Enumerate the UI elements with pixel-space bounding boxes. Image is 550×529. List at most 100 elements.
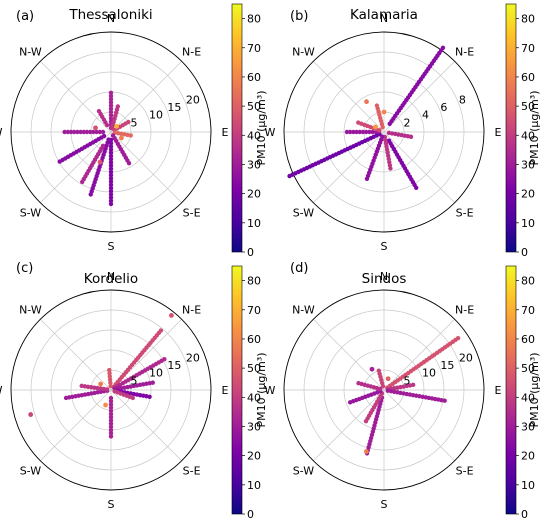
direction-label: W	[265, 126, 276, 139]
grid-spoke	[40, 131, 112, 203]
colorbar-gradient	[506, 4, 516, 252]
data-point	[354, 129, 359, 135]
direction-label: S-W	[20, 465, 42, 478]
radial-tick-label: 15	[167, 359, 181, 372]
colorbar-tick-label: 0	[521, 246, 528, 259]
polar-frame	[10, 289, 212, 491]
colorbar-tick-label: 80	[521, 275, 535, 288]
data-point	[108, 116, 114, 121]
data-point	[98, 381, 104, 387]
panel-label: (b)	[290, 9, 308, 24]
data-point	[108, 93, 114, 99]
direction-label: W	[265, 384, 276, 397]
data-point	[108, 395, 114, 401]
grid-spoke	[40, 319, 112, 391]
direction-label: S-E	[183, 465, 201, 478]
data-point	[388, 166, 393, 171]
colorbar-tick-label: 30	[521, 158, 535, 171]
direction-label: N	[107, 270, 115, 283]
colorbar-axis: 0 10 20 30 40 50 60 70 80	[505, 3, 535, 259]
data-point	[94, 129, 99, 135]
data-point	[108, 201, 114, 207]
direction-label: S-E	[456, 465, 474, 478]
grid-spoke	[110, 389, 182, 461]
data-point	[108, 100, 114, 105]
data-point	[150, 380, 155, 385]
colorbar-tick-label: 80	[521, 13, 535, 26]
colorbar-tick-label: 20	[521, 188, 535, 201]
colorbar-tick-label: 60	[521, 333, 535, 346]
colorbar-tick-label: 40	[247, 391, 261, 404]
panel-label: (a)	[16, 9, 34, 24]
data-point	[360, 129, 366, 135]
data-point	[455, 335, 461, 341]
data-point	[408, 134, 414, 139]
data-point	[65, 129, 71, 135]
data-point	[351, 129, 356, 135]
direction-label: N	[380, 12, 388, 25]
data-point	[169, 312, 174, 318]
grid-spoke	[110, 61, 182, 133]
data-point	[108, 383, 113, 389]
data-point	[414, 185, 419, 190]
data-point	[108, 415, 114, 420]
data-point	[108, 411, 114, 417]
data-point	[347, 400, 353, 405]
panel-title: Kalamaria	[350, 7, 418, 23]
data-point	[108, 179, 114, 184]
colorbar-tick-label: 60	[247, 71, 261, 84]
data-point	[128, 133, 133, 138]
colorbar-tick-label: 30	[521, 420, 535, 433]
data-point	[367, 129, 372, 135]
data-point	[108, 106, 114, 112]
data-point	[108, 434, 114, 439]
colorbar-gradient	[232, 4, 242, 252]
data-point	[107, 367, 112, 373]
data-point	[381, 109, 387, 115]
colorbar-label: PM10 (μg/m³)	[528, 90, 541, 165]
data-point	[107, 371, 112, 376]
data-point	[108, 189, 114, 194]
direction-label: S-W	[20, 207, 42, 220]
radial-tick-label: 15	[440, 359, 454, 372]
direction-label: N-E	[182, 45, 201, 58]
data-point	[93, 125, 98, 131]
colorbar-axis: 0 10 20 30 40 50 60 70 80	[231, 3, 261, 259]
colorbar-tick-label: 60	[521, 71, 535, 84]
direction-label: E	[495, 126, 502, 139]
data-point	[62, 129, 67, 135]
data-point	[440, 45, 446, 50]
data-point	[88, 129, 93, 135]
data-point	[97, 159, 103, 165]
data-point	[114, 123, 120, 129]
colorbar-tick-label: 20	[521, 450, 535, 463]
data-point	[108, 169, 114, 175]
colorbar-tick-label: 40	[247, 129, 261, 142]
colorbar-tick-label: 50	[247, 362, 261, 375]
polar-axes: N N-E E S-E S S-W W N-W 5 10 15 20	[0, 270, 229, 511]
colorbar-tick-label: 10	[521, 479, 535, 492]
data-point	[126, 160, 132, 166]
colorbar-frame	[505, 265, 517, 515]
data-point	[118, 135, 124, 141]
data-point	[100, 129, 106, 135]
direction-label: S	[381, 498, 388, 511]
colorbar-tick-label: 40	[521, 129, 535, 142]
data-point	[126, 119, 131, 125]
colorbar-tick-label: 0	[247, 246, 254, 259]
data-point	[108, 103, 114, 108]
grid-spoke	[110, 131, 182, 203]
grid-spoke	[313, 319, 385, 391]
grid-spoke	[313, 131, 385, 203]
radial-tick-label: 10	[149, 367, 163, 380]
data-point	[363, 449, 369, 454]
data-point	[162, 357, 167, 362]
direction-label: S	[108, 498, 115, 511]
data-point	[376, 368, 382, 373]
data-point	[287, 173, 292, 179]
data-point	[356, 120, 361, 125]
direction-label: S	[381, 240, 388, 253]
polar-frame	[10, 31, 212, 233]
